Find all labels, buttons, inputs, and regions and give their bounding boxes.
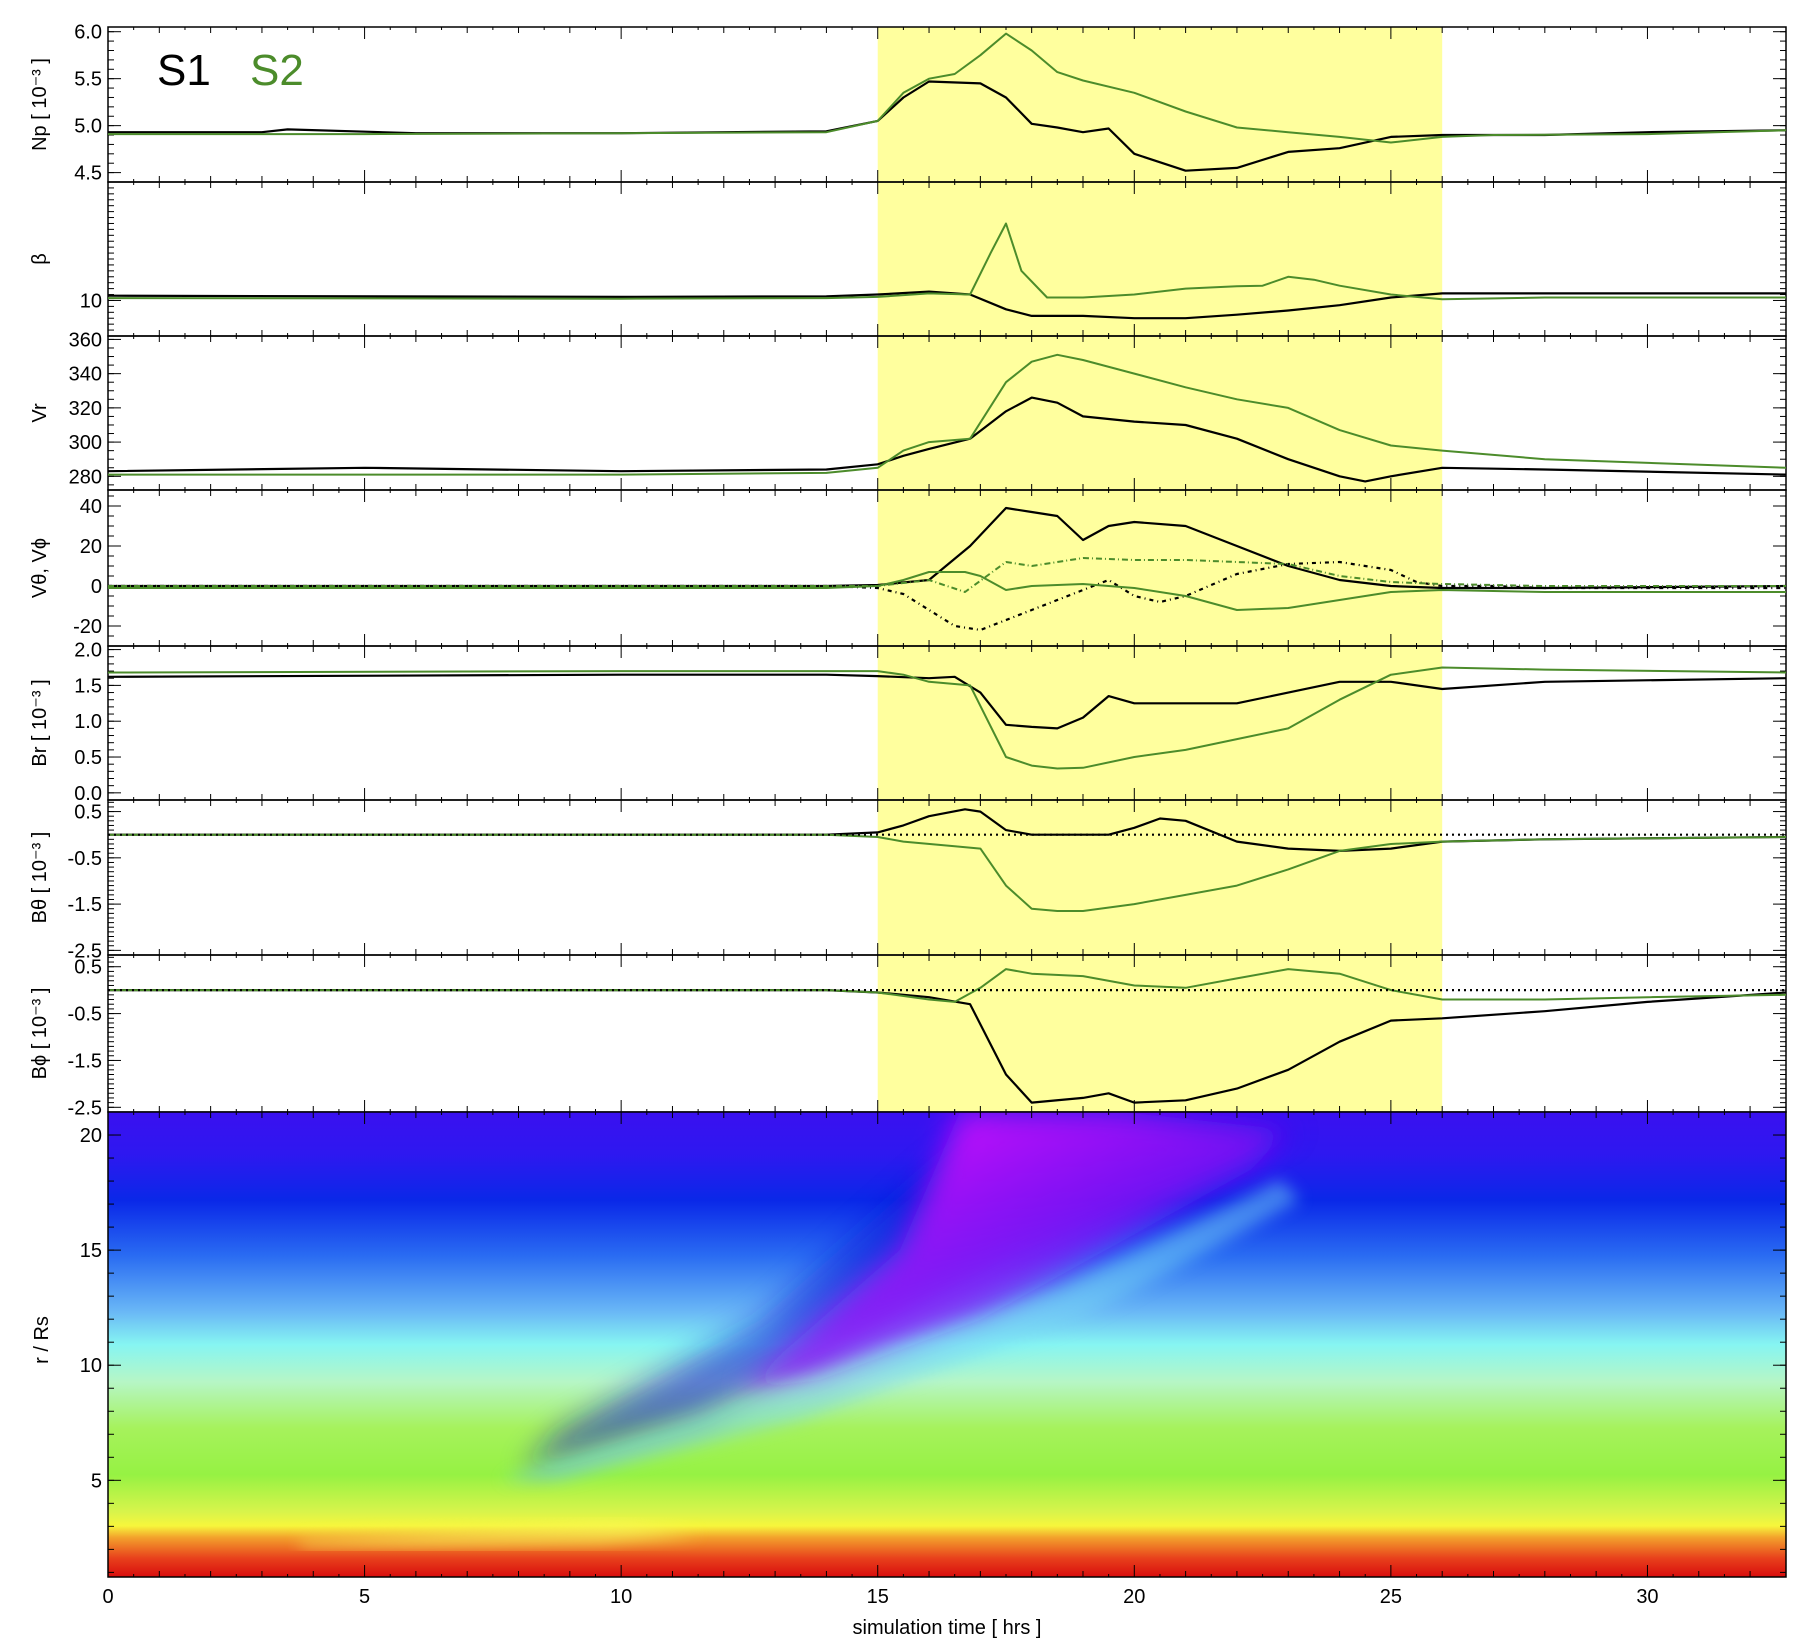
br-y-tick-label: 1.0 <box>74 711 102 733</box>
vth-y-tick-label: -20 <box>73 616 102 638</box>
br-y-tick-label: 0.5 <box>74 747 102 769</box>
x-tick-label: 10 <box>610 1586 632 1608</box>
panel-vr-ylabel: Vr <box>29 403 51 423</box>
beta-y-tick-label: 10 <box>80 290 102 312</box>
x-tick-label: 25 <box>1380 1586 1402 1608</box>
np-y-tick-label: 6.0 <box>74 22 102 44</box>
series-beta-s2 <box>108 222 1786 301</box>
panel-beta-ylabel: β <box>29 253 51 265</box>
series-br-s2 <box>108 666 1786 770</box>
vr-y-tick-label: 280 <box>69 466 102 488</box>
panel-bth-ylabel: Bθ [ 10⁻³ ] <box>29 832 51 924</box>
x-tick-label: 5 <box>359 1586 370 1608</box>
series-vr-s2 <box>108 353 1786 476</box>
legend-s2: S2 <box>250 46 304 95</box>
heatmap-y-tick-label: 5 <box>91 1470 102 1492</box>
panel-beta: 10 β <box>29 181 1787 337</box>
x-axis-label: simulation time [ hrs ] <box>853 1617 1042 1639</box>
heatmap-y-tick-label: 20 <box>80 1125 102 1147</box>
np-y-tick-label: 5.0 <box>74 116 102 138</box>
heatmap-y-tick-label: 15 <box>80 1240 102 1262</box>
vth-y-tick-label: 0 <box>91 576 102 598</box>
panel-np-ylabel: Np [ 10⁻³ ] <box>29 58 51 151</box>
vth-y-tick-label: 20 <box>80 536 102 558</box>
x-tick-label: 0 <box>102 1586 113 1608</box>
legend-s1: S1 <box>157 46 211 95</box>
bph-y-tick-label: -0.5 <box>68 1004 102 1026</box>
x-tick-label: 20 <box>1123 1586 1145 1608</box>
series-np-s2 <box>108 32 1786 144</box>
heatmap-y-tick-label: 10 <box>80 1355 102 1377</box>
np-y-tick-label: 4.5 <box>74 163 102 185</box>
vr-y-tick-label: 320 <box>69 398 102 420</box>
series-vth-s2-v- <box>108 571 1786 611</box>
vr-y-tick-label: 340 <box>69 364 102 386</box>
panel-br-ylabel: Br [ 10⁻³ ] <box>29 679 51 766</box>
br-y-tick-label: 1.5 <box>74 675 102 697</box>
series-vth-s2-v- <box>108 557 1786 593</box>
np-y-tick-label: 5.5 <box>74 69 102 91</box>
bth-y-tick-label: -1.5 <box>68 894 102 916</box>
x-tick-label: 15 <box>867 1586 889 1608</box>
vth-y-tick-label: 40 <box>80 496 102 518</box>
panel-vth: -20 0 20 40 Vθ, Vϕ <box>29 489 1787 647</box>
bph-y-tick-label: -1.5 <box>68 1050 102 1072</box>
bth-y-tick-label: 0.5 <box>74 802 102 824</box>
br-y-tick-label: 2.0 <box>74 640 102 662</box>
br-y-tick-label: 0.0 <box>74 783 102 805</box>
vr-y-tick-label: 300 <box>69 432 102 454</box>
bth-y-tick-label: -2.5 <box>68 940 102 962</box>
series-bph-s2 <box>108 968 1786 1003</box>
panel-bth: -2.5 -1.5 -0.5 0.5 Bθ [ 10⁻³ ] <box>29 799 1787 962</box>
bph-y-tick-label: 0.5 <box>74 957 102 979</box>
bth-y-tick-label: -0.5 <box>68 848 102 870</box>
series-bth-s1 <box>108 808 1786 853</box>
series-beta-s1 <box>108 290 1786 320</box>
vr-y-tick-label: 360 <box>69 329 102 351</box>
bph-y-tick-label: -2.5 <box>68 1097 102 1119</box>
x-tick-label: 30 <box>1636 1586 1658 1608</box>
panel-bph-ylabel: Bϕ [ 10⁻³ ] <box>29 988 51 1080</box>
series-bph-s1 <box>108 988 1786 1104</box>
legend: S1 S2 <box>157 46 304 95</box>
series-bth-s2 <box>108 833 1786 912</box>
heatmap-panel: 0 5 10 15 20 25 30 5 10 15 20 r / Rs simulation ti… <box>31 1111 1787 1639</box>
panel-vth-ylabel: Vθ, Vϕ <box>29 538 51 598</box>
panel-vr: 280 300 320 340 360 Vr <box>29 329 1787 491</box>
series-vr-s1 <box>108 396 1786 483</box>
heatmap-ylabel: r / Rs <box>31 1316 53 1364</box>
line-panels: 4.5 5.0 5.5 6.0 Np [ 10⁻³ ] 10 β 280 300 320 340 36… <box>29 22 1787 1119</box>
heatmap-image <box>108 1112 1786 1577</box>
highlight-band <box>877 27 1443 1112</box>
series-br-s1 <box>108 673 1786 730</box>
